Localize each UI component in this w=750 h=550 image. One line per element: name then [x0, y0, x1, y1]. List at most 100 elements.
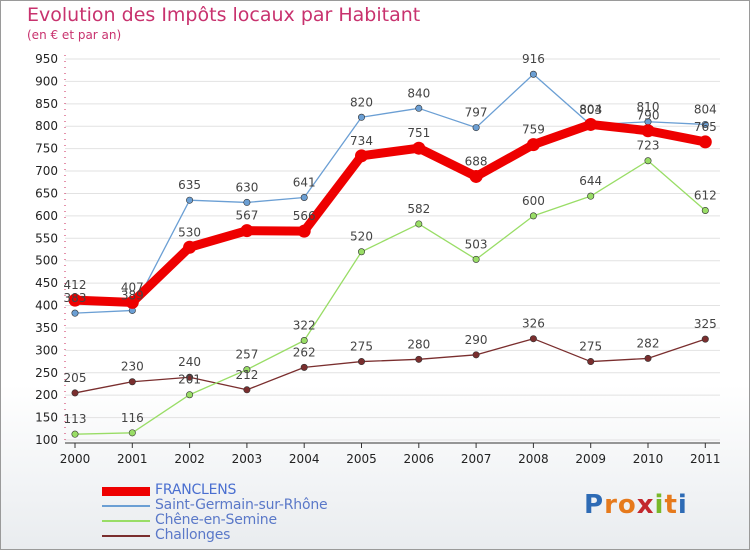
- y-tick-label: 300: [35, 343, 58, 357]
- data-label-saint-germain-sur-rhone: 389: [121, 288, 144, 302]
- data-point-franclens: [297, 224, 311, 238]
- series-lines: [68, 70, 712, 438]
- y-tick-label: 750: [35, 142, 58, 156]
- data-point-saint-germain-sur-rhone: [701, 120, 709, 128]
- x-tick-label: 2006: [404, 452, 435, 466]
- data-label-chene-en-semine: 520: [350, 230, 373, 244]
- data-label-saint-germain-sur-rhone: 840: [407, 86, 430, 100]
- data-label-saint-germain-sur-rhone: 804: [694, 102, 717, 116]
- data-label-chene-en-semine: 644: [579, 174, 602, 188]
- data-label-franclens: 790: [637, 109, 660, 123]
- data-point-franclens: [526, 138, 540, 152]
- data-label-saint-germain-sur-rhone: 630: [235, 180, 258, 194]
- data-label-challonges: 326: [522, 317, 545, 331]
- logo-letter: i: [677, 490, 688, 520]
- data-point-chene-en-semine: [357, 248, 365, 256]
- data-label-franclens: 804: [579, 102, 602, 116]
- data-label-franclens: 759: [522, 123, 545, 137]
- data-label-saint-germain-sur-rhone: 820: [350, 95, 373, 109]
- data-label-chene-en-semine: 113: [64, 412, 87, 426]
- data-point-challonges: [587, 358, 595, 366]
- data-label-challonges: 290: [465, 333, 488, 347]
- x-tick-label: 2004: [289, 452, 320, 466]
- data-point-saint-germain-sur-rhone: [472, 124, 480, 132]
- y-tick-label: 850: [35, 97, 58, 111]
- data-point-franclens: [412, 141, 426, 155]
- data-point-saint-germain-sur-rhone: [529, 70, 537, 78]
- series-line-chene-en-semine: [74, 160, 706, 435]
- data-label-challonges: 230: [121, 360, 144, 374]
- data-label-saint-germain-sur-rhone: 803: [579, 103, 602, 117]
- data-point-franclens: [125, 295, 139, 309]
- logo-letter: o: [617, 490, 637, 520]
- legend-swatch-challonges: [102, 535, 150, 537]
- data-label-franclens: 688: [465, 154, 488, 168]
- data-label-saint-germain-sur-rhone: 797: [465, 106, 488, 120]
- grid-lines: [65, 58, 720, 441]
- legend-swatch-chene-en-semine: [102, 520, 150, 522]
- data-point-saint-germain-sur-rhone: [357, 113, 365, 121]
- data-label-chene-en-semine: 201: [178, 373, 201, 387]
- data-label-challonges: 325: [694, 317, 717, 331]
- legend-label-chene-en-semine: Chêne-en-Semine: [155, 512, 277, 528]
- y-tick-label: 950: [35, 52, 58, 66]
- chart-subtitle: (en € et par an): [27, 28, 122, 42]
- data-label-chene-en-semine: 257: [235, 348, 258, 362]
- data-point-challonges: [644, 354, 652, 362]
- y-tick-label: 350: [35, 321, 58, 335]
- data-point-franclens: [641, 124, 655, 138]
- x-tick-label: 2007: [461, 452, 492, 466]
- x-tick-label: 2010: [633, 452, 664, 466]
- data-label-challonges: 240: [178, 355, 201, 369]
- data-label-chene-en-semine: 503: [465, 237, 488, 251]
- data-label-chene-en-semine: 116: [121, 411, 144, 425]
- data-point-chene-en-semine: [587, 192, 595, 200]
- y-tick-label: 200: [35, 388, 58, 402]
- data-label-saint-germain-sur-rhone: 641: [293, 176, 316, 190]
- data-point-challonges: [472, 351, 480, 359]
- data-point-challonges: [529, 335, 537, 343]
- data-label-challonges: 280: [407, 337, 430, 351]
- x-tick-label: 2009: [575, 452, 606, 466]
- data-point-franclens: [183, 240, 197, 254]
- data-point-challonges: [415, 355, 423, 363]
- data-label-challonges: 205: [64, 371, 87, 385]
- x-tick-label: 2011: [690, 452, 721, 466]
- data-label-franclens: 567: [235, 209, 258, 223]
- y-tick-label: 400: [35, 299, 58, 313]
- series-line-challonges: [74, 338, 706, 394]
- data-label-challonges: 282: [637, 336, 660, 350]
- y-tick-label: 600: [35, 209, 58, 223]
- data-point-franclens: [584, 117, 598, 131]
- y-tick-label: 150: [35, 411, 58, 425]
- data-label-franclens: 530: [178, 225, 201, 239]
- data-point-chene-en-semine: [415, 220, 423, 228]
- axes: [64, 55, 720, 444]
- data-label-chene-en-semine: 612: [694, 189, 717, 203]
- legend-swatch-franclens: [102, 486, 150, 496]
- logo-letter: i: [654, 490, 665, 520]
- data-point-chene-en-semine: [472, 255, 480, 263]
- data-point-franclens: [240, 224, 254, 238]
- data-point-challonges: [701, 335, 709, 343]
- data-label-saint-germain-sur-rhone: 383: [64, 291, 87, 305]
- data-point-franclens: [469, 169, 483, 183]
- chart-title: Evolution des Impôts locaux par Habitant: [27, 4, 421, 26]
- data-label-challonges: 275: [579, 340, 602, 354]
- logo-letter: x: [636, 490, 655, 520]
- data-label-franclens: 566: [293, 209, 316, 223]
- data-label-challonges: 262: [293, 345, 316, 359]
- y-tick-label: 450: [35, 276, 58, 290]
- x-tick-label: 2008: [518, 452, 549, 466]
- y-tick-label: 100: [35, 433, 58, 447]
- data-point-franclens: [68, 293, 82, 307]
- data-label-franclens: 751: [407, 126, 430, 140]
- logo-letter: P: [584, 490, 605, 520]
- data-point-saint-germain-sur-rhone: [243, 198, 251, 206]
- data-label-franclens: 734: [350, 134, 373, 148]
- data-label-saint-germain-sur-rhone: 810: [637, 100, 660, 114]
- data-point-chene-en-semine: [128, 429, 136, 437]
- x-axis-ticks: 2000 2001 2002 2003 2004 2005 2006 2007 2008 2009…: [60, 443, 721, 466]
